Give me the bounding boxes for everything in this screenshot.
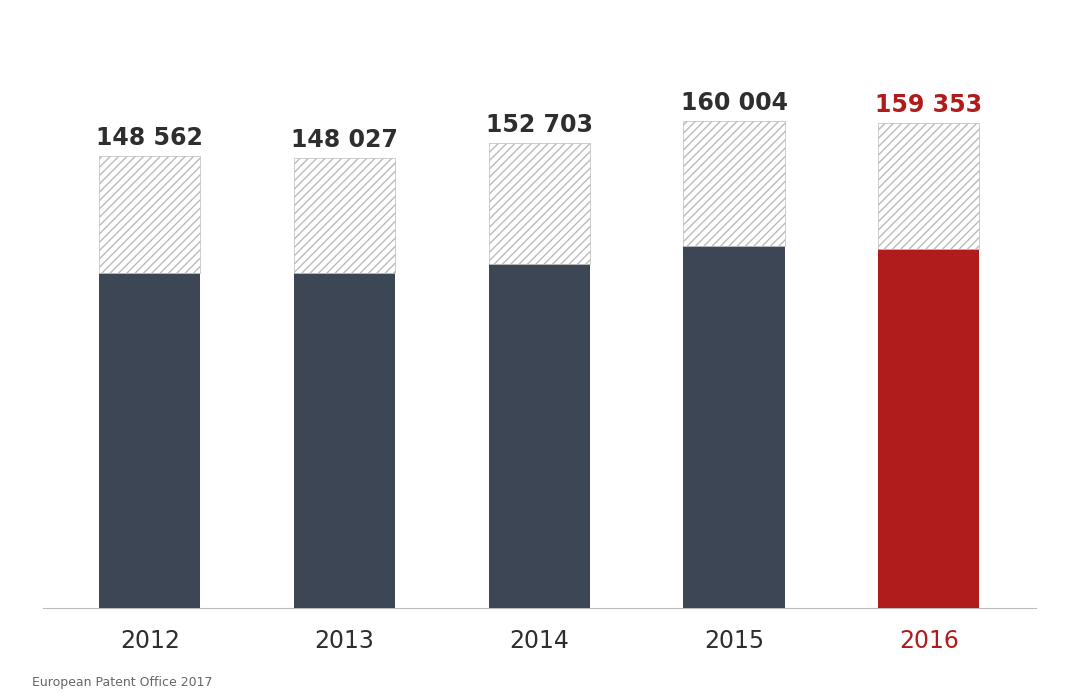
Text: 2013: 2013: [315, 629, 375, 653]
Text: 159 353: 159 353: [876, 93, 983, 117]
Text: 148 027: 148 027: [292, 127, 398, 152]
Text: 2016: 2016: [899, 629, 959, 653]
Text: 2015: 2015: [704, 629, 765, 653]
Bar: [99, 156, 201, 273]
Bar: [489, 264, 590, 608]
Text: 152 703: 152 703: [486, 113, 593, 137]
Text: 2014: 2014: [509, 629, 569, 653]
Text: 2012: 2012: [120, 629, 179, 653]
Text: 148 562: 148 562: [96, 126, 203, 150]
Bar: [684, 246, 785, 608]
Bar: [684, 122, 785, 246]
Bar: [294, 158, 395, 273]
Bar: [878, 123, 979, 249]
Text: 160 004: 160 004: [680, 91, 787, 115]
Bar: [878, 249, 979, 608]
Bar: [489, 143, 590, 264]
Bar: [99, 273, 201, 608]
Text: European Patent Office 2017: European Patent Office 2017: [32, 675, 213, 689]
Bar: [294, 273, 395, 608]
